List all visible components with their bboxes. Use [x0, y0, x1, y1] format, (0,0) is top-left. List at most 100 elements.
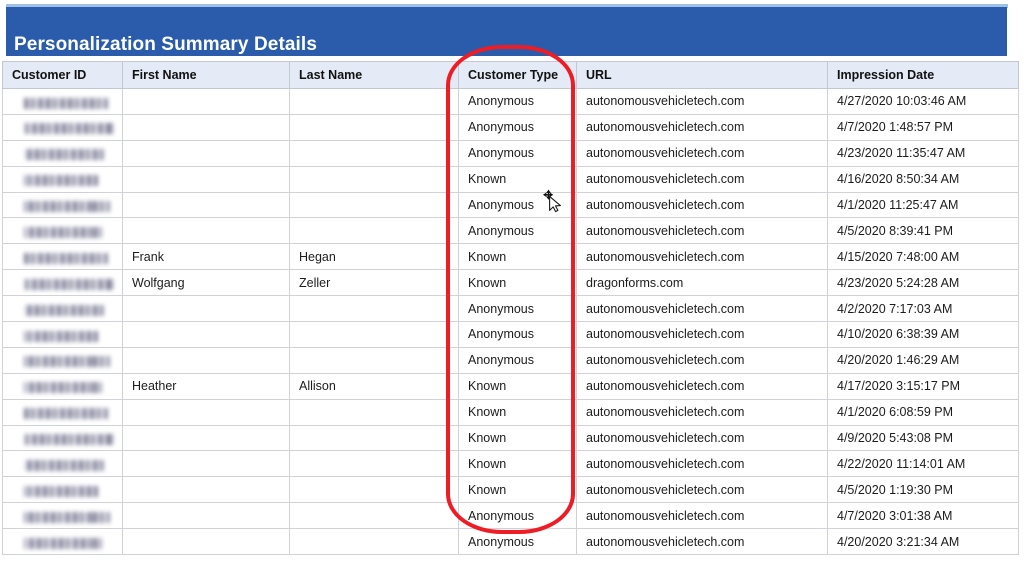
cell-customer-id — [2, 243, 123, 271]
cell-url: autonomousvehicletech.com — [576, 243, 828, 271]
cell-url: autonomousvehicletech.com — [576, 476, 828, 504]
cell-first-name — [122, 166, 290, 193]
table-row[interactable]: Anonymous autonomousvehicletech.com 4/20/2… — [2, 347, 1019, 374]
redacted-customer-id — [24, 304, 104, 316]
table-body: Anonymous autonomousvehicletech.com 4/27/2… — [2, 88, 1019, 556]
table-row[interactable]: Known autonomousvehicletech.com 4/5/2020 1… — [2, 476, 1019, 504]
redacted-customer-id — [24, 434, 114, 446]
cell-customer-id — [2, 321, 123, 348]
cell-impression-date: 4/7/2020 1:48:57 PM — [827, 114, 1019, 141]
cell-first-name — [122, 321, 290, 348]
redacted-customer-id — [24, 511, 110, 523]
table-row[interactable]: Known autonomousvehicletech.com 4/22/2020 … — [2, 450, 1019, 478]
table-row[interactable]: Wolfgang Zeller Known dragonforms.com 4/23/2… — [2, 269, 1019, 297]
cell-impression-date: 4/5/2020 1:19:30 PM — [827, 476, 1019, 504]
cell-customer-id — [2, 425, 123, 452]
cell-first-name — [122, 476, 290, 504]
cell-customer-type: Known — [458, 166, 577, 193]
cell-customer-id — [2, 166, 123, 193]
cell-impression-date: 4/20/2020 3:21:34 AM — [827, 528, 1019, 556]
cell-customer-type: Known — [458, 269, 577, 297]
cell-last-name — [289, 450, 459, 478]
redacted-customer-id — [24, 537, 102, 549]
column-header-last-name[interactable]: Last Name — [289, 61, 459, 89]
cell-customer-id — [2, 528, 123, 556]
cell-customer-id — [2, 88, 123, 115]
cell-last-name — [289, 502, 459, 530]
cell-first-name — [122, 88, 290, 115]
cell-customer-type: Anonymous — [458, 114, 577, 141]
cell-impression-date: 4/10/2020 6:38:39 AM — [827, 321, 1019, 348]
table-row[interactable]: Anonymous autonomousvehicletech.com 4/5/20… — [2, 217, 1019, 245]
cell-customer-id — [2, 502, 123, 530]
redacted-customer-id — [24, 201, 110, 213]
table-row[interactable]: Anonymous autonomousvehicletech.com 4/1/20… — [2, 192, 1019, 219]
cell-customer-type: Anonymous — [458, 502, 577, 530]
table-row[interactable]: Known autonomousvehicletech.com 4/9/2020 5… — [2, 425, 1019, 452]
cell-customer-type: Known — [458, 425, 577, 452]
cell-last-name — [289, 476, 459, 504]
cell-last-name — [289, 399, 459, 426]
table-row[interactable]: Anonymous autonomousvehicletech.com 4/27/2… — [2, 88, 1019, 115]
cell-url: autonomousvehicletech.com — [576, 373, 828, 400]
table-row[interactable]: Anonymous autonomousvehicletech.com 4/2/20… — [2, 295, 1019, 323]
cell-first-name — [122, 399, 290, 426]
cell-last-name — [289, 140, 459, 167]
cell-url: autonomousvehicletech.com — [576, 88, 828, 115]
cell-last-name — [289, 321, 459, 348]
cell-first-name — [122, 528, 290, 556]
column-header-url[interactable]: URL — [576, 61, 828, 89]
table-row[interactable]: Anonymous autonomousvehicletech.com 4/20/2… — [2, 528, 1019, 556]
cell-last-name — [289, 347, 459, 374]
table-row[interactable]: Frank Hegan Known autonomousvehicletech.com… — [2, 243, 1019, 271]
cell-impression-date: 4/1/2020 11:25:47 AM — [827, 192, 1019, 219]
table-row[interactable]: Anonymous autonomousvehicletech.com 4/23/2… — [2, 140, 1019, 167]
table-row[interactable]: Anonymous autonomousvehicletech.com 4/7/20… — [2, 502, 1019, 530]
redacted-customer-id — [24, 460, 104, 472]
column-header-impression-date[interactable]: Impression Date — [827, 61, 1019, 89]
redacted-customer-id — [24, 356, 110, 368]
banner-top-accent — [6, 4, 1008, 8]
table-row[interactable]: Anonymous autonomousvehicletech.com 4/7/20… — [2, 114, 1019, 141]
cell-customer-id — [2, 476, 123, 504]
redacted-customer-id — [24, 227, 102, 238]
cell-customer-id — [2, 114, 123, 141]
cell-first-name: Heather — [122, 373, 290, 400]
cell-last-name: Zeller — [289, 269, 459, 297]
cell-last-name — [289, 192, 459, 219]
cell-impression-date: 4/2/2020 7:17:03 AM — [827, 295, 1019, 323]
cell-url: autonomousvehicletech.com — [576, 140, 828, 167]
cell-customer-id — [2, 269, 123, 297]
cell-url: autonomousvehicletech.com — [576, 217, 828, 245]
cell-first-name — [122, 217, 290, 245]
cell-impression-date: 4/23/2020 11:35:47 AM — [827, 140, 1019, 167]
table-row[interactable]: Anonymous autonomousvehicletech.com 4/10/2… — [2, 321, 1019, 348]
column-header-customer-id[interactable]: Customer ID — [2, 61, 123, 89]
table-row[interactable]: Heather Allison Known autonomousvehicletech… — [2, 373, 1019, 400]
cell-url: autonomousvehicletech.com — [576, 450, 828, 478]
redacted-customer-id — [24, 485, 98, 497]
column-header-first-name[interactable]: First Name — [122, 61, 290, 89]
cell-url: autonomousvehicletech.com — [576, 502, 828, 530]
cell-impression-date: 4/1/2020 6:08:59 PM — [827, 399, 1019, 426]
cell-url: autonomousvehicletech.com — [576, 528, 828, 556]
cell-first-name: Wolfgang — [122, 269, 290, 297]
table-row[interactable]: Known autonomousvehicletech.com 4/16/2020 … — [2, 166, 1019, 193]
column-header-customer-type[interactable]: Customer Type — [458, 61, 577, 89]
redacted-customer-id — [24, 330, 98, 342]
cell-impression-date: 4/22/2020 11:14:01 AM — [827, 450, 1019, 478]
cell-impression-date: 4/27/2020 10:03:46 AM — [827, 88, 1019, 115]
cell-customer-type: Anonymous — [458, 88, 577, 115]
cell-customer-id — [2, 347, 123, 374]
cell-customer-id — [2, 295, 123, 323]
cell-customer-type: Anonymous — [458, 321, 577, 348]
cell-first-name — [122, 425, 290, 452]
cell-impression-date: 4/9/2020 5:43:08 PM — [827, 425, 1019, 452]
cell-first-name — [122, 502, 290, 530]
table-row[interactable]: Known autonomousvehicletech.com 4/1/2020 6… — [2, 399, 1019, 426]
cell-last-name: Allison — [289, 373, 459, 400]
cell-customer-type: Anonymous — [458, 528, 577, 556]
cell-customer-type: Known — [458, 399, 577, 426]
page-title: Personalization Summary Details — [14, 34, 317, 55]
